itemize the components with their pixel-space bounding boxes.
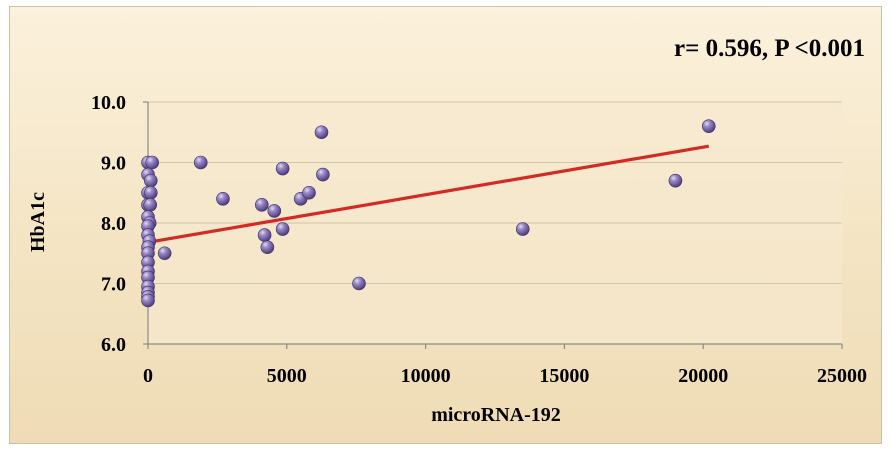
x-tick-label: 20000 <box>678 365 728 387</box>
data-point <box>267 204 282 218</box>
data-point <box>302 185 316 200</box>
data-point <box>216 192 230 206</box>
data-point <box>143 185 158 200</box>
data-point <box>275 161 290 176</box>
data-point <box>145 155 159 170</box>
trendline <box>147 144 710 244</box>
data-point <box>668 173 683 188</box>
data-point <box>257 228 272 242</box>
y-tick-label: 8.0 <box>101 213 126 235</box>
y-tick-label: 7.0 <box>101 274 126 296</box>
x-axis-title: microRNA-192 <box>431 404 561 426</box>
correlation-annotation: r= 0.596, P <0.001 <box>674 35 865 62</box>
data-point <box>701 119 716 133</box>
x-tick-label: 25000 <box>817 365 867 387</box>
data-point <box>260 240 275 254</box>
data-point <box>193 155 208 170</box>
y-axis-title: HbA1c <box>27 192 49 252</box>
data-point <box>141 293 155 308</box>
data-point <box>157 246 172 261</box>
y-tick-label: 10.0 <box>91 92 126 114</box>
data-point <box>314 125 329 140</box>
data-point <box>143 173 158 188</box>
x-tick-label: 0 <box>143 365 153 387</box>
data-point <box>352 276 366 291</box>
data-point <box>255 198 269 212</box>
data-point <box>143 198 158 212</box>
data-point <box>316 167 330 182</box>
data-point <box>275 222 290 236</box>
y-tick-label: 6.0 <box>101 334 126 356</box>
x-tick-label: 5000 <box>267 365 307 387</box>
x-tick-label: 15000 <box>539 365 589 387</box>
x-tick-label: 10000 <box>401 365 451 387</box>
y-tick-label: 9.0 <box>101 153 126 175</box>
data-point <box>515 222 530 236</box>
